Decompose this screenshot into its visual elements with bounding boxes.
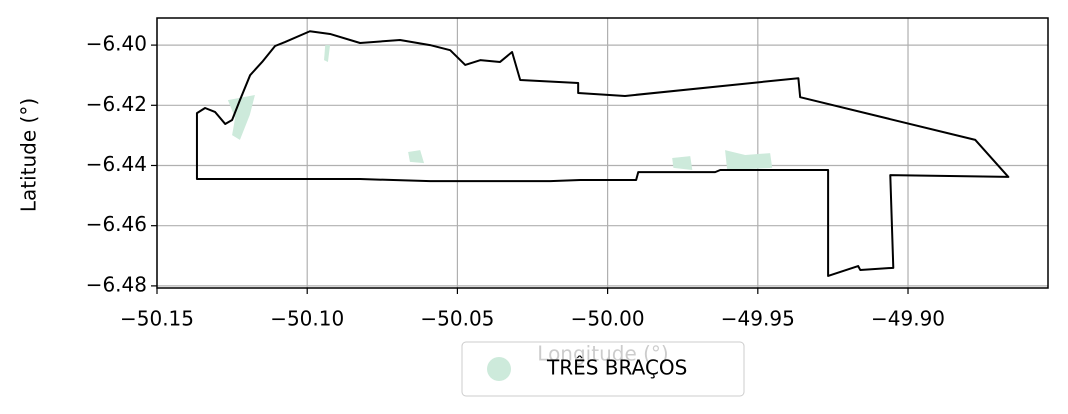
legend: TRÊS BRAÇOS	[461, 341, 745, 397]
grid	[156, 18, 1048, 288]
axes-frame	[156, 17, 1049, 289]
legend-marker	[487, 357, 511, 381]
area-patch	[227, 95, 255, 140]
patches	[227, 45, 773, 171]
legend-box	[461, 341, 745, 397]
ticks: −50.15 −50.10 −50.05 −50.00 −49.95 −49.90 −6.4…	[86, 32, 945, 331]
x-tick-label: −49.90	[871, 307, 945, 331]
x-tick-label: −49.95	[721, 307, 795, 331]
x-tick-label: −50.05	[420, 307, 494, 331]
area-patch	[672, 156, 693, 171]
legend-label: TRÊS BRAÇOS	[546, 356, 687, 380]
y-axis-label: Latitude (°)	[17, 98, 41, 212]
y-tick-label: −6.44	[86, 152, 147, 176]
x-tick-label: −50.10	[270, 307, 344, 331]
y-tick-label: −6.48	[86, 272, 147, 296]
boundary-layer	[195, 30, 1010, 277]
y-tick-label: −6.46	[86, 212, 147, 236]
x-tick-label: −50.00	[571, 307, 645, 331]
area-patch	[408, 150, 425, 164]
plot-area	[157, 18, 1048, 288]
y-tick-label: −6.42	[86, 92, 147, 116]
y-tick-label: −6.40	[86, 32, 147, 56]
boundary	[195, 30, 1010, 277]
area-patch	[324, 45, 331, 62]
x-tick-label: −50.15	[120, 307, 194, 331]
area-patch	[725, 150, 773, 171]
